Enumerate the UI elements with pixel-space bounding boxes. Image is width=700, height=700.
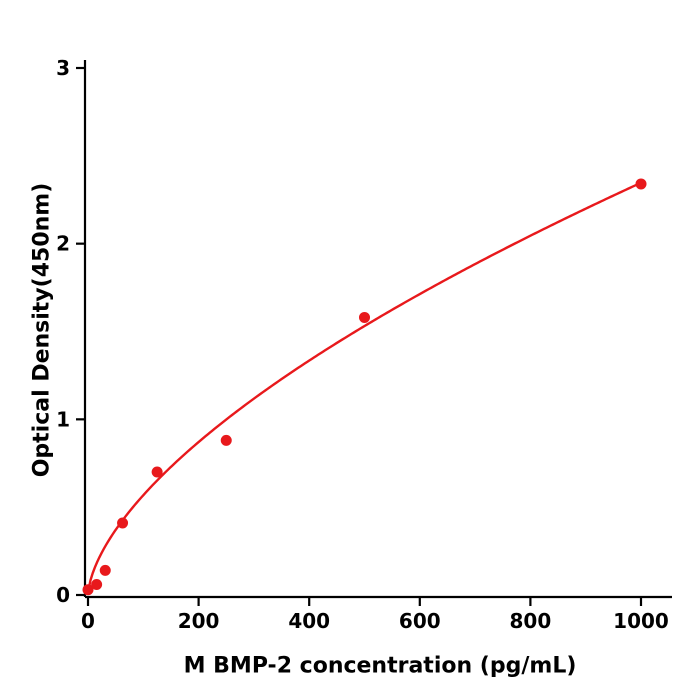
y-tick-label: 3 xyxy=(56,56,70,80)
y-axis-title: Optical Density(450nm) xyxy=(29,182,55,478)
data-point xyxy=(359,311,370,323)
x-tick-label: 1000 xyxy=(613,609,669,633)
data-point xyxy=(82,584,94,596)
data-point xyxy=(220,434,232,446)
y-tick-label: 1 xyxy=(56,407,70,431)
x-tick-label: 0 xyxy=(81,609,95,633)
data-point xyxy=(99,564,111,576)
x-tick-label: 800 xyxy=(510,609,552,633)
fit-curve xyxy=(87,181,643,593)
y-tick-label: 0 xyxy=(56,583,70,607)
x-axis-title: M BMP-2 concentration (pg/mL) xyxy=(183,653,577,679)
data-point xyxy=(91,578,103,590)
y-tick-label: 2 xyxy=(56,232,70,256)
data-point xyxy=(117,517,129,529)
data-point xyxy=(635,178,647,190)
x-tick-label: 600 xyxy=(399,609,441,633)
x-tick-label: 200 xyxy=(178,609,220,633)
data-point xyxy=(151,466,163,478)
x-tick-label: 400 xyxy=(288,609,330,633)
